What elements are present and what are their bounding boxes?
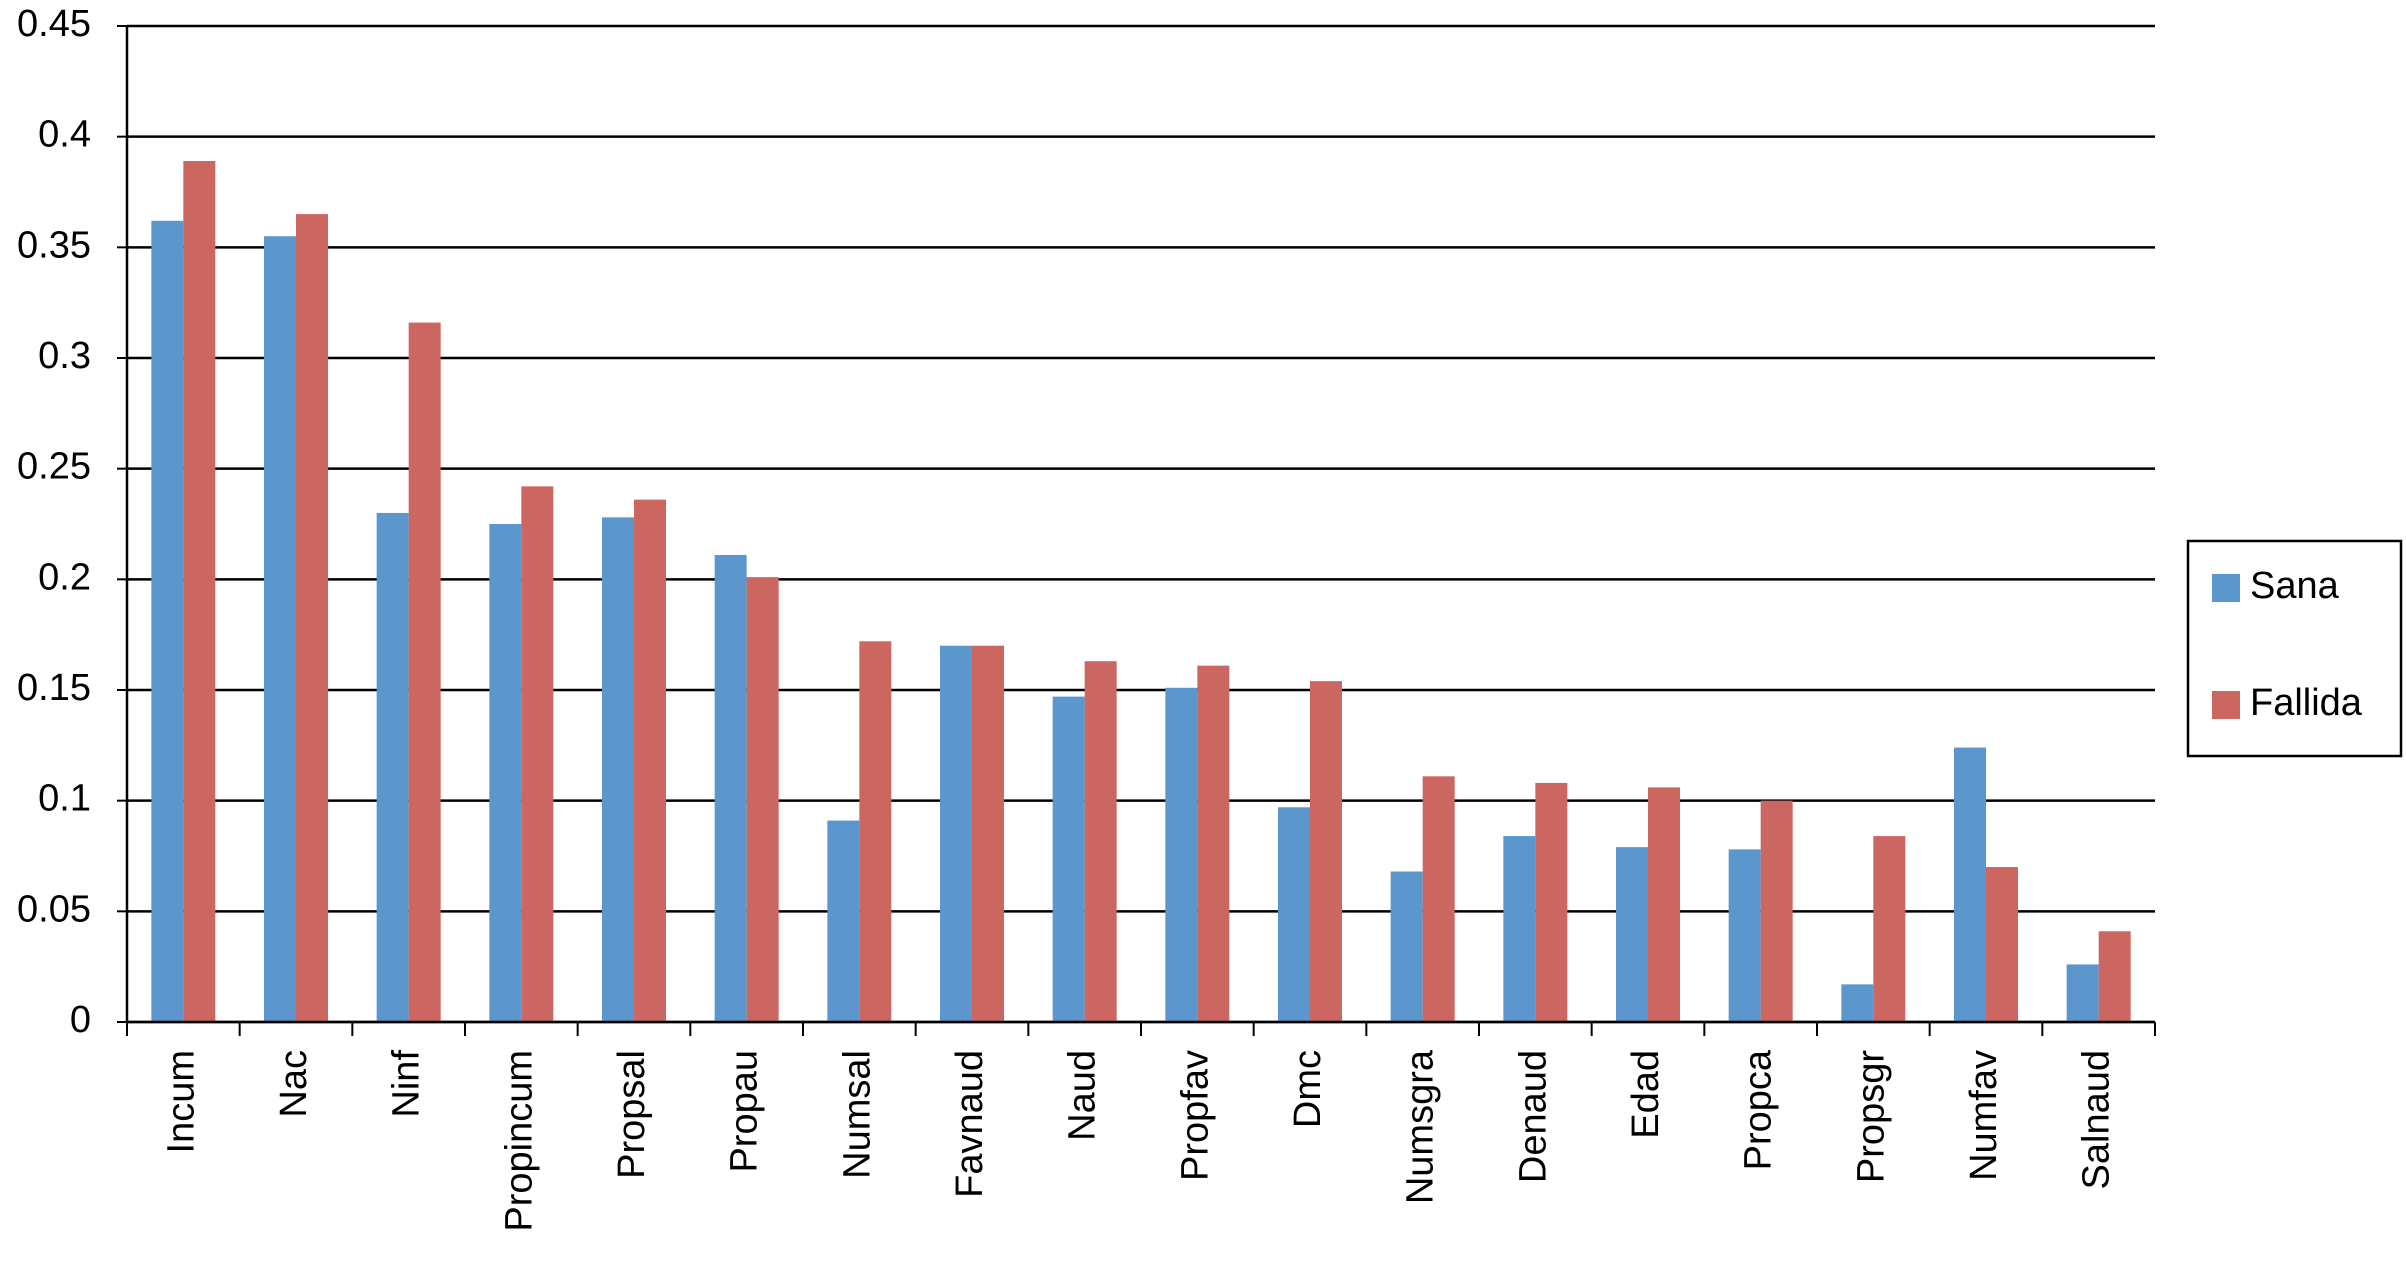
x-tick-label: Favnaud bbox=[949, 1050, 991, 1198]
y-tick-label: 0.05 bbox=[17, 888, 91, 930]
x-tick-label: Ninf bbox=[386, 1050, 428, 1118]
bar bbox=[859, 641, 892, 1022]
bar bbox=[602, 517, 634, 1022]
bar bbox=[1278, 807, 1310, 1022]
x-tick-label: Propfav bbox=[1174, 1050, 1216, 1181]
y-tick-label: 0.35 bbox=[17, 224, 91, 266]
bar bbox=[1648, 787, 1680, 1022]
y-tick-label: 0.45 bbox=[17, 3, 91, 45]
bar bbox=[1873, 836, 1906, 1022]
y-tick-label: 0 bbox=[70, 999, 91, 1041]
bar bbox=[376, 512, 409, 1022]
bar bbox=[1165, 687, 1198, 1022]
x-tick-label: Numfav bbox=[1963, 1050, 2005, 1181]
bar bbox=[972, 645, 1004, 1022]
bar bbox=[940, 645, 972, 1022]
bar bbox=[1760, 800, 1793, 1022]
bar bbox=[521, 486, 554, 1023]
legend-box bbox=[2186, 539, 2403, 758]
bar bbox=[1052, 696, 1085, 1022]
x-tick-label: Nac bbox=[273, 1050, 315, 1118]
bar bbox=[1197, 665, 1230, 1022]
legend-label: Fallida bbox=[2250, 682, 2363, 724]
x-tick-label: Propsgr bbox=[1850, 1050, 1892, 1183]
x-tick-label: Numsgra bbox=[1400, 1049, 1442, 1204]
bar bbox=[1616, 847, 1648, 1022]
x-tick-label: Numsal bbox=[836, 1050, 878, 1179]
x-tick-label: Propau bbox=[724, 1050, 766, 1173]
bar bbox=[1390, 871, 1423, 1022]
bar bbox=[1986, 867, 2018, 1022]
x-tick-label: Dmc bbox=[1287, 1050, 1329, 1128]
bar bbox=[1422, 776, 1455, 1022]
bar bbox=[1841, 984, 1874, 1022]
bar bbox=[714, 554, 747, 1022]
bar bbox=[1728, 849, 1761, 1022]
x-tick-label: Incum bbox=[160, 1050, 202, 1153]
y-tick-label: 0.2 bbox=[38, 556, 91, 598]
bar bbox=[634, 499, 666, 1022]
bar bbox=[1310, 681, 1342, 1022]
bar bbox=[2098, 931, 2131, 1022]
legend-label: Sana bbox=[2250, 565, 2340, 607]
bar bbox=[746, 577, 779, 1022]
x-tick-label: Propsal bbox=[611, 1050, 653, 1179]
bar bbox=[151, 220, 184, 1023]
x-tick-label: Propincum bbox=[498, 1050, 540, 1232]
y-tick-label: 0.1 bbox=[38, 778, 91, 820]
x-tick-label: Naud bbox=[1062, 1050, 1104, 1141]
bar bbox=[408, 322, 441, 1022]
bar bbox=[1503, 836, 1536, 1022]
y-tick-label: 0.3 bbox=[38, 335, 91, 377]
bar bbox=[183, 161, 216, 1023]
bar bbox=[1535, 782, 1568, 1022]
legend-swatch bbox=[2212, 691, 2240, 719]
x-tick-label: Edad bbox=[1625, 1050, 1667, 1139]
bar bbox=[489, 524, 522, 1022]
bar bbox=[2066, 964, 2099, 1022]
y-tick-label: 0.4 bbox=[38, 114, 91, 156]
bar bbox=[264, 236, 296, 1022]
x-tick-label: Denaud bbox=[1512, 1050, 1554, 1183]
bar bbox=[827, 820, 860, 1022]
bar bbox=[1084, 661, 1117, 1022]
x-tick-label: Propca bbox=[1738, 1049, 1780, 1170]
y-tick-label: 0.25 bbox=[17, 446, 91, 488]
x-tick-label: Salnaud bbox=[2076, 1050, 2118, 1189]
legend-swatch bbox=[2212, 574, 2240, 602]
bar bbox=[1954, 747, 1986, 1022]
y-tick-label: 0.15 bbox=[17, 667, 91, 709]
bar bbox=[296, 214, 328, 1023]
